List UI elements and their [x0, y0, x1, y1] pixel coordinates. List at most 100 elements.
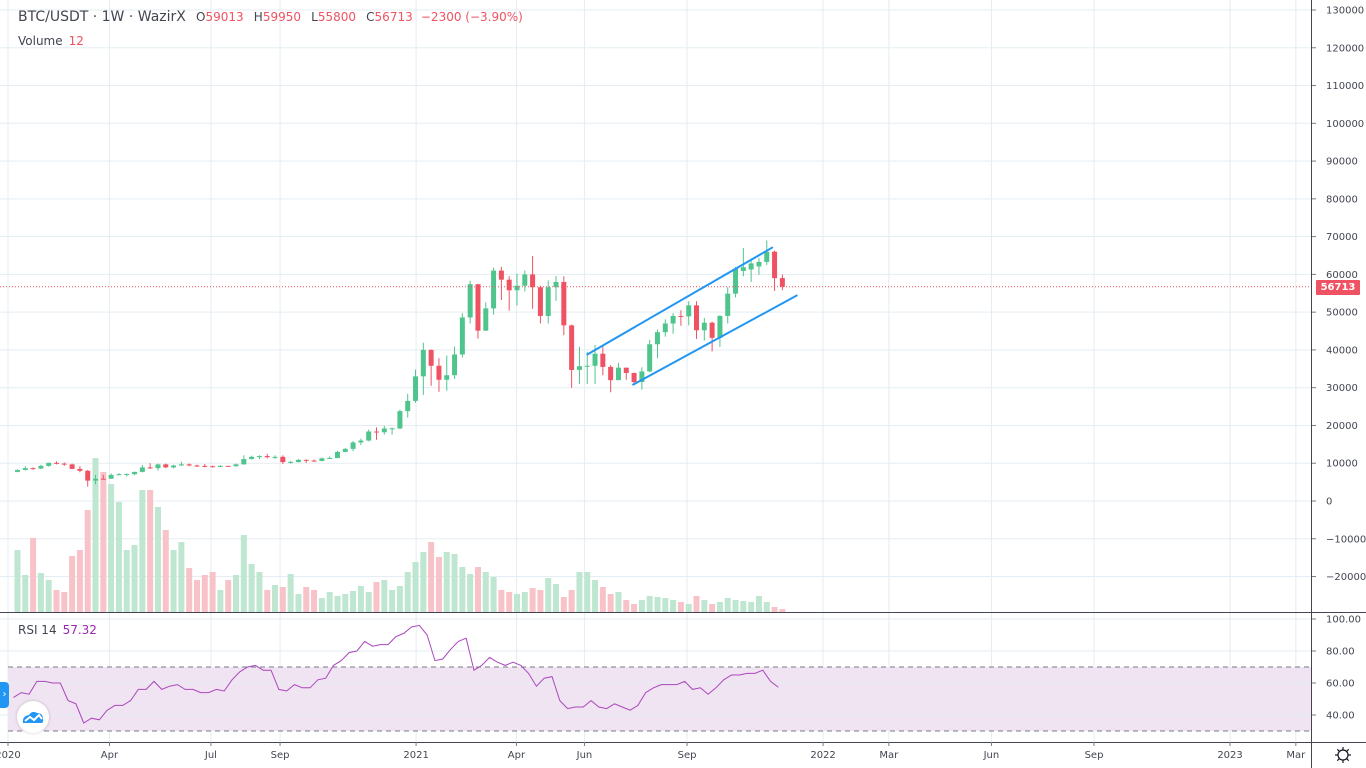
- candle: [14, 469, 20, 473]
- candle-body: [288, 461, 294, 463]
- candle: [280, 455, 286, 464]
- volume-bar: [186, 568, 193, 612]
- candle-body: [444, 375, 450, 380]
- candle-body: [631, 372, 637, 383]
- candle-body: [592, 353, 598, 366]
- candle-body: [30, 468, 36, 470]
- candle-body: [491, 270, 497, 309]
- candle: [686, 301, 692, 326]
- volume-bar: [443, 552, 450, 612]
- candle-body: [639, 371, 645, 383]
- volume-bar: [389, 590, 396, 612]
- volume-bar: [45, 580, 52, 612]
- candle-body: [350, 442, 356, 449]
- candle-body: [717, 315, 723, 338]
- candle: [38, 464, 44, 469]
- candle-body: [295, 459, 301, 463]
- candle-body: [647, 344, 653, 372]
- candle-body: [303, 459, 309, 461]
- price-axis-tick: 20000: [1326, 421, 1358, 432]
- volume-bar: [755, 596, 762, 612]
- candle-body: [498, 270, 504, 280]
- volume-bar: [147, 490, 154, 612]
- price-axis-tick: 50000: [1326, 308, 1358, 319]
- volume-bar: [248, 564, 255, 612]
- volume-bar: [115, 502, 122, 612]
- time-axis-label: 2021: [403, 750, 428, 761]
- rsi-axis-tick: 40.00: [1326, 711, 1355, 722]
- volume-legend[interactable]: Volume 12: [18, 34, 84, 48]
- candle: [491, 267, 497, 315]
- volume-bar: [154, 507, 161, 612]
- volume-bar: [631, 604, 638, 612]
- candle: [475, 283, 481, 339]
- tradingview-logo[interactable]: [17, 701, 49, 733]
- candle: [350, 440, 356, 452]
- candle-body: [155, 464, 161, 469]
- volume-bar: [701, 600, 708, 612]
- candle-body: [272, 456, 278, 458]
- candle-body: [725, 293, 731, 316]
- cloud-logo-icon: [22, 711, 44, 723]
- candle: [694, 301, 700, 339]
- candle: [514, 273, 520, 306]
- volume-bar: [311, 590, 318, 612]
- candle: [342, 448, 348, 453]
- volume-bar: [381, 580, 388, 612]
- candle: [654, 329, 660, 359]
- chevron-right-icon[interactable]: ›: [0, 682, 9, 708]
- price-axis-tick: −10000: [1326, 534, 1366, 545]
- candle: [631, 372, 637, 384]
- volume-bar: [537, 590, 544, 612]
- candle-body: [654, 332, 660, 345]
- volume-bar: [553, 584, 560, 612]
- volume-bar: [170, 550, 177, 612]
- volume-bar: [92, 458, 99, 612]
- candle: [108, 473, 114, 479]
- candle-body: [171, 465, 177, 468]
- candle: [272, 455, 278, 460]
- candle-body: [327, 457, 333, 459]
- candle-body: [584, 365, 590, 367]
- candle-body: [14, 470, 20, 472]
- gear-icon[interactable]: [1334, 746, 1352, 764]
- candle: [358, 438, 364, 446]
- time-axis-label: Mar: [1286, 750, 1306, 761]
- volume-bar: [467, 574, 474, 612]
- candle-body: [69, 464, 75, 469]
- candle-body: [569, 325, 575, 370]
- price-axis-tick: 30000: [1326, 383, 1358, 394]
- volume-bar: [568, 590, 575, 612]
- volume-bar: [264, 590, 271, 612]
- candle-body: [280, 456, 286, 463]
- volume-bar: [677, 602, 684, 612]
- candle-body: [342, 448, 348, 452]
- candle: [545, 280, 551, 324]
- volume-bar: [490, 577, 497, 612]
- candle: [733, 266, 739, 298]
- time-axis-bg: [0, 743, 1311, 768]
- candle-body: [748, 263, 754, 270]
- candle: [444, 355, 450, 391]
- candle: [139, 465, 145, 473]
- candle: [311, 459, 317, 462]
- price-axis-tick: 70000: [1326, 232, 1358, 243]
- volume-bar: [123, 550, 130, 612]
- rsi-value: 57.32: [62, 623, 97, 637]
- candle-body: [537, 287, 543, 316]
- candle: [327, 456, 333, 459]
- rsi-axis-tick: 80.00: [1326, 647, 1355, 658]
- candle-body: [452, 354, 458, 376]
- candle-body: [545, 287, 551, 316]
- rsi-legend[interactable]: RSI 14 57.32: [18, 623, 97, 637]
- volume-bar: [474, 567, 481, 612]
- high-label: H: [253, 10, 263, 24]
- candle-body: [202, 465, 208, 467]
- candle: [576, 346, 582, 384]
- symbol-title[interactable]: BTC/USDT · 1W · WazirX: [18, 9, 186, 25]
- candle-body: [694, 305, 700, 331]
- volume-bar: [334, 596, 341, 612]
- candle: [522, 270, 528, 292]
- candle: [584, 351, 590, 384]
